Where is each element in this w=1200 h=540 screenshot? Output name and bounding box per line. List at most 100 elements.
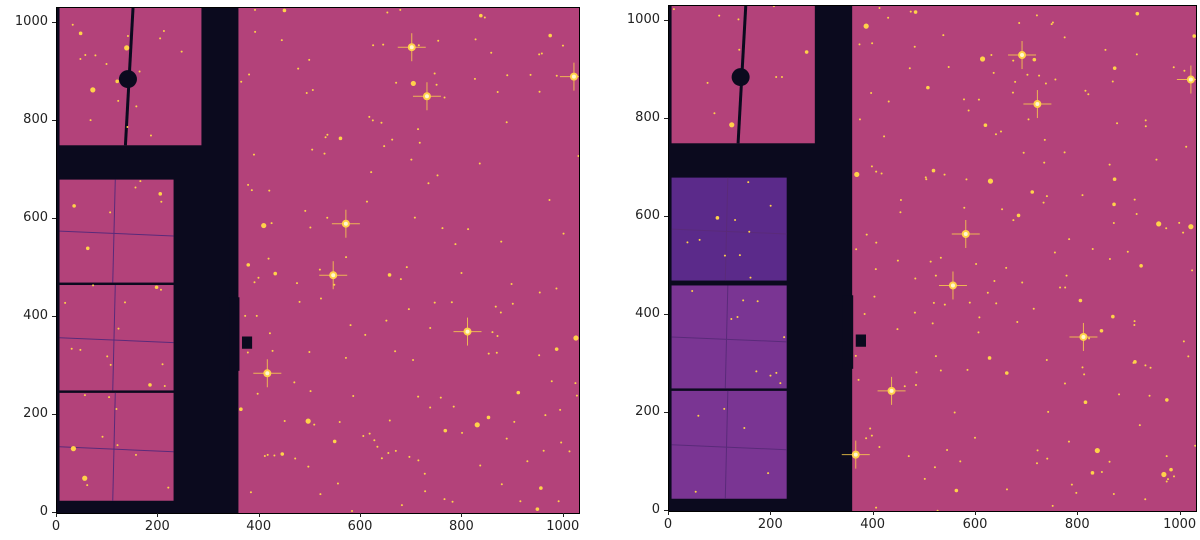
star bbox=[473, 77, 476, 80]
star bbox=[977, 331, 980, 334]
star bbox=[487, 352, 490, 355]
left-image-frame bbox=[56, 7, 580, 514]
bright-star-core bbox=[465, 329, 470, 334]
star bbox=[772, 6, 775, 8]
star bbox=[1100, 471, 1103, 474]
star bbox=[1063, 151, 1066, 154]
star bbox=[909, 10, 912, 13]
lower-chip-1 bbox=[671, 177, 787, 281]
star bbox=[557, 500, 560, 503]
star bbox=[1183, 69, 1186, 72]
star bbox=[1133, 320, 1136, 323]
star bbox=[72, 204, 76, 208]
star bbox=[1192, 34, 1196, 38]
y-tick-label: 400 bbox=[23, 307, 48, 323]
star bbox=[424, 490, 427, 493]
star bbox=[999, 130, 1002, 133]
star bbox=[134, 453, 137, 456]
star bbox=[694, 490, 697, 493]
y-tick-mark bbox=[52, 315, 56, 317]
star bbox=[323, 152, 326, 155]
star bbox=[913, 10, 918, 14]
star bbox=[715, 216, 720, 220]
star bbox=[513, 420, 516, 423]
bright-star-core bbox=[1188, 77, 1193, 82]
star bbox=[738, 48, 741, 51]
star bbox=[282, 8, 287, 13]
star bbox=[79, 348, 82, 351]
star bbox=[875, 241, 878, 244]
star bbox=[1099, 328, 1104, 333]
x-tick-mark bbox=[562, 513, 564, 517]
star bbox=[748, 230, 751, 233]
star bbox=[1169, 467, 1173, 472]
star bbox=[167, 486, 170, 489]
star bbox=[1191, 269, 1194, 272]
y-tick-mark bbox=[664, 19, 668, 21]
star bbox=[953, 411, 956, 414]
star bbox=[491, 331, 494, 334]
star bbox=[1045, 195, 1048, 198]
star bbox=[454, 243, 457, 246]
star bbox=[161, 363, 164, 366]
star bbox=[105, 62, 108, 65]
star bbox=[526, 460, 529, 463]
bright-star-core bbox=[1081, 334, 1086, 339]
star bbox=[1022, 151, 1025, 154]
star bbox=[896, 328, 899, 331]
star bbox=[713, 112, 716, 115]
star bbox=[1185, 145, 1188, 148]
star bbox=[386, 11, 389, 14]
star bbox=[297, 67, 300, 70]
star bbox=[451, 500, 454, 503]
star bbox=[71, 23, 74, 26]
star bbox=[86, 484, 89, 487]
star bbox=[783, 336, 786, 339]
star bbox=[365, 200, 368, 203]
star bbox=[736, 316, 739, 319]
star bbox=[946, 449, 949, 452]
star bbox=[779, 382, 782, 385]
star bbox=[106, 355, 109, 358]
star bbox=[691, 290, 694, 293]
star bbox=[1078, 298, 1083, 303]
star bbox=[427, 182, 430, 185]
star bbox=[869, 427, 872, 430]
star bbox=[500, 240, 503, 243]
star bbox=[83, 394, 86, 397]
star bbox=[863, 312, 866, 315]
star bbox=[1004, 371, 1009, 375]
star bbox=[865, 233, 868, 236]
right-detector-image bbox=[669, 6, 1196, 511]
star bbox=[305, 91, 308, 94]
star bbox=[1032, 57, 1037, 62]
field-notch-tab bbox=[855, 334, 866, 347]
star bbox=[1156, 221, 1162, 227]
star bbox=[560, 441, 563, 444]
star bbox=[1133, 360, 1137, 364]
star bbox=[983, 123, 988, 128]
x-tick-label: 1000 bbox=[1163, 517, 1197, 532]
field-notch bbox=[229, 297, 240, 371]
star bbox=[437, 39, 440, 42]
star bbox=[1108, 257, 1111, 260]
star bbox=[138, 70, 141, 73]
star bbox=[267, 257, 270, 260]
star bbox=[742, 299, 745, 302]
y-tick-label: 600 bbox=[23, 209, 48, 225]
star bbox=[993, 279, 996, 282]
star bbox=[256, 392, 259, 395]
star bbox=[117, 99, 120, 102]
star bbox=[82, 475, 88, 481]
star bbox=[505, 121, 508, 124]
x-tick-label: 600 bbox=[962, 517, 988, 532]
star bbox=[903, 385, 906, 388]
star bbox=[575, 394, 578, 397]
y-tick-mark bbox=[52, 217, 56, 219]
star bbox=[345, 256, 348, 259]
star bbox=[116, 444, 119, 447]
star bbox=[101, 435, 104, 438]
star bbox=[376, 445, 379, 448]
star bbox=[486, 415, 491, 420]
star bbox=[723, 407, 726, 410]
